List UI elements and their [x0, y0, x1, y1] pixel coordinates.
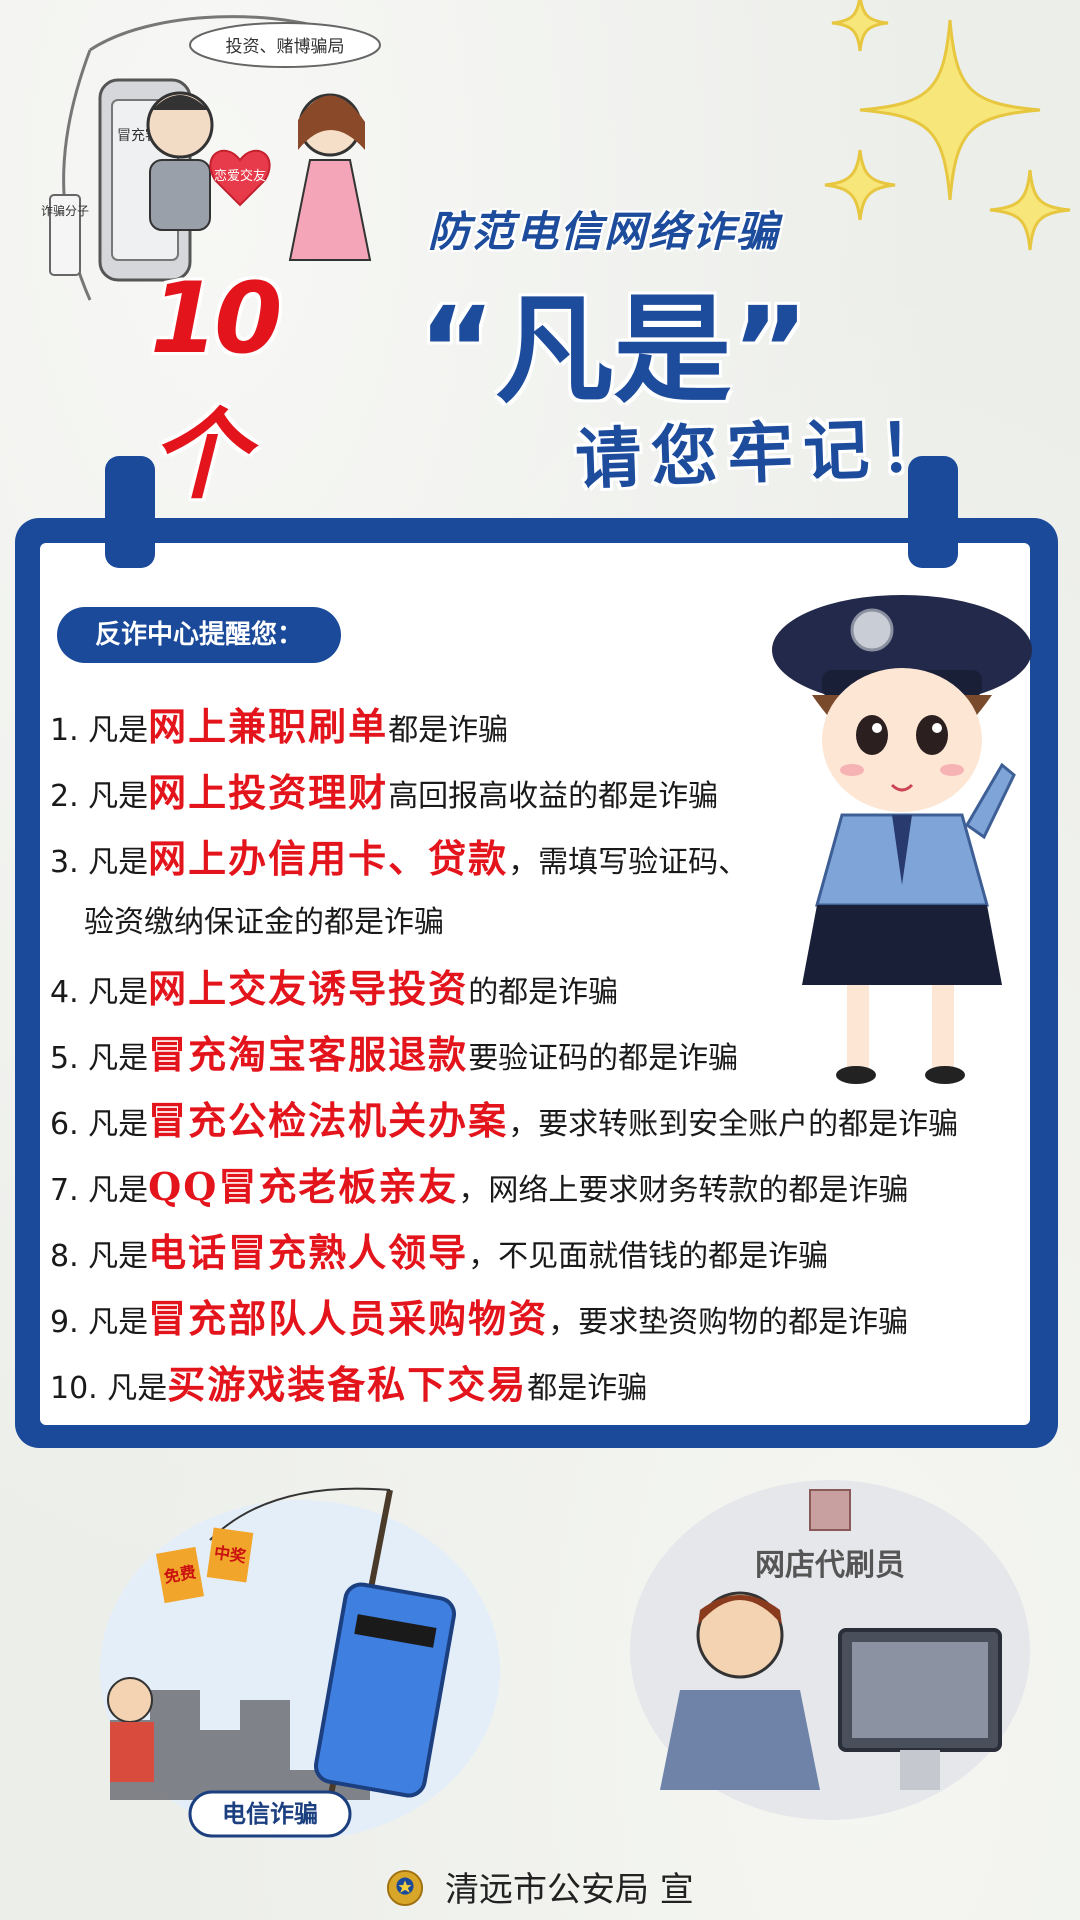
item-number: 7. [50, 1173, 79, 1208]
item-prefix: 凡是 [88, 779, 149, 814]
item-suffix: ，不见面就借钱的都是诈骗 [468, 1239, 829, 1274]
police-emblem-icon [387, 1869, 424, 1907]
item-highlight: 冒充部队人员采购物资 [148, 1296, 549, 1341]
item-suffix: ，要求垫资购物的都是诈骗 [548, 1305, 909, 1340]
card-hanger-left [105, 456, 155, 568]
list-item: 5. 凡是冒充淘宝客服退款要验证码的都是诈骗 [50, 1022, 1040, 1088]
item-prefix: 凡是 [88, 1173, 149, 1208]
list-item: 6. 凡是冒充公检法机关办案，要求转账到安全账户的都是诈骗 [50, 1088, 1040, 1154]
list-item: 4. 凡是网上交友诱导投资的都是诈骗 [50, 956, 1040, 1022]
item-highlight: 网上兼职刷单 [148, 704, 389, 749]
list-item-continuation: 验资缴纳保证金的都是诈骗 [50, 890, 1040, 956]
footer: 清远市公安局 宣 [0, 1862, 1080, 1911]
item-highlight: QQ冒充老板亲友 [148, 1164, 459, 1209]
sparkle-stars [824, 0, 1071, 251]
list-item: 2. 凡是网上投资理财高回报高收益的都是诈骗 [50, 760, 1040, 826]
order-brushing-illustration: 网店代刷员 [630, 1480, 1030, 1820]
item-suffix: 高回报高收益的都是诈骗 [388, 779, 719, 814]
reminder-pill: 反诈中心提醒您： [57, 607, 341, 663]
item-number: 10. [50, 1371, 98, 1406]
item-number: 9. [50, 1305, 79, 1340]
item-number: 3. [50, 845, 79, 880]
item-suffix: 都是诈骗 [527, 1371, 648, 1406]
list-item: 10. 凡是买游戏装备私下交易都是诈骗 [50, 1352, 1040, 1418]
item-highlight: 冒充淘宝客服退款 [148, 1032, 469, 1077]
item-suffix: 的都是诈骗 [468, 975, 619, 1010]
item-prefix: 凡是 [88, 1041, 149, 1076]
item-prefix: 凡是 [88, 1107, 149, 1142]
shop-brusher-caption: 网店代刷员 [755, 1548, 905, 1583]
sign-label: 投资、赌博骗局 [226, 37, 345, 57]
item-number: 8. [50, 1239, 79, 1274]
item-suffix: 要验证码的都是诈骗 [468, 1041, 739, 1076]
item-suffix: ，网络上要求财务转款的都是诈骗 [458, 1173, 909, 1208]
footer-text: 清远市公安局 宣 [445, 1870, 694, 1910]
bait-prize-label: 中奖 [213, 1543, 248, 1566]
item-number: 5. [50, 1041, 79, 1076]
tagline: 请您牢记！ [573, 408, 957, 499]
item-prefix: 凡是 [107, 1371, 168, 1406]
fraud-rules-list: 1. 凡是网上兼职刷单都是诈骗 2. 凡是网上投资理财高回报高收益的都是诈骗 3… [50, 694, 1040, 1418]
item-number: 6. [50, 1107, 79, 1142]
title-number: 10个 [150, 262, 282, 513]
item-highlight: 网上办信用卡、贷款 [148, 836, 509, 881]
item-suffix: 都是诈骗 [388, 713, 509, 748]
item-prefix: 凡是 [88, 975, 149, 1010]
item-continuation: 验资缴纳保证金的都是诈骗 [84, 905, 444, 940]
subtitle: 防范电信网络诈骗 [428, 207, 781, 256]
item-number: 2. [50, 779, 79, 814]
item-highlight: 网上投资理财 [148, 770, 389, 815]
item-suffix: ，需填写验证码、 [508, 845, 749, 880]
item-suffix: ，要求转账到安全账户的都是诈骗 [508, 1107, 959, 1142]
item-highlight: 电话冒充熟人领导 [148, 1230, 469, 1275]
policewoman-illustration [772, 595, 1032, 1084]
list-item: 7. 凡是QQ冒充老板亲友，网络上要求财务转款的都是诈骗 [50, 1154, 1040, 1220]
list-item: 9. 凡是冒充部队人员采购物资，要求垫资购物的都是诈骗 [50, 1286, 1040, 1352]
item-highlight: 冒充公检法机关办案 [148, 1098, 509, 1143]
card-hanger-right [908, 456, 958, 568]
item-prefix: 凡是 [88, 1239, 149, 1274]
item-prefix: 凡是 [88, 713, 149, 748]
item-highlight: 网上交友诱导投资 [148, 966, 469, 1011]
item-prefix: 凡是 [88, 1305, 149, 1340]
telecom-fraud-caption: 电信诈骗 [222, 1800, 318, 1828]
list-item: 3. 凡是网上办信用卡、贷款，需填写验证码、 [50, 826, 1040, 890]
list-item: 1. 凡是网上兼职刷单都是诈骗 [50, 694, 1040, 760]
telecom-fraud-illustration: 免费 中奖 电信诈骗 [100, 1487, 500, 1840]
item-highlight: 买游戏装备私下交易 [167, 1362, 528, 1407]
item-number: 1. [50, 713, 79, 748]
tag-label: 诈骗分子 [41, 203, 89, 218]
scam-illustration: 投资、赌博骗局 冒充客服 恋爱交友 诈骗分子 [41, 15, 381, 301]
list-item: 8. 凡是电话冒充熟人领导，不见面就借钱的都是诈骗 [50, 1220, 1040, 1286]
title-quote: “凡是” [418, 281, 810, 419]
item-number: 4. [50, 975, 79, 1010]
heart-label: 恋爱交友 [214, 168, 266, 184]
item-prefix: 凡是 [88, 845, 149, 880]
